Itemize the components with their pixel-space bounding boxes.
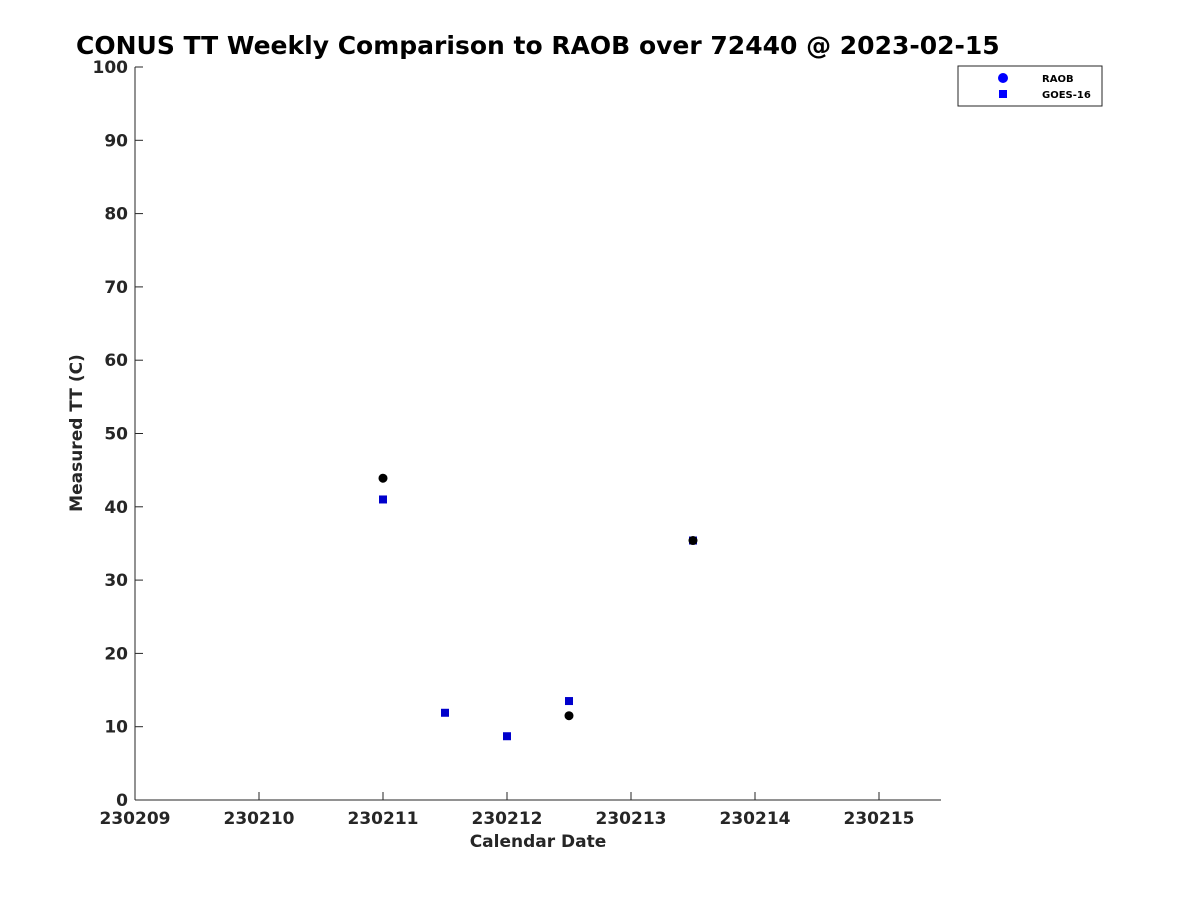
y-tick-label: 40 (104, 498, 128, 518)
y-tick-label: 20 (104, 644, 128, 664)
y-ticks: 0 10 20 30 40 50 60 70 80 90 100 (93, 58, 143, 811)
raob-point (564, 711, 574, 721)
legend-box (957, 65, 1103, 107)
y-tick-label: 10 (104, 718, 128, 738)
x-axis-label: Calendar Date (470, 832, 607, 852)
y-tick-label: 90 (104, 131, 128, 151)
legend-marker-goes-16 (999, 90, 1007, 98)
x-tick-label: 230215 (844, 809, 915, 829)
y-tick-label: 30 (104, 571, 128, 591)
x-tick-label: 230213 (596, 809, 667, 829)
y-tick-label: 50 (104, 425, 128, 445)
y-tick-label: 80 (104, 205, 128, 225)
data-points (378, 473, 698, 741)
legend-label-raob: RAOB (1042, 74, 1074, 85)
plot-axes (134, 67, 941, 801)
raob-point (378, 473, 388, 483)
x-tick-label: 230211 (348, 809, 419, 829)
y-tick-label: 70 (104, 278, 128, 298)
y-axis-label: Measured TT (C) (67, 354, 87, 512)
x-tick-label: 230210 (224, 809, 295, 829)
x-tick-label: 230214 (720, 809, 791, 829)
goes-16-point (379, 495, 387, 504)
raob-point (688, 536, 698, 546)
goes-16-point (565, 697, 573, 706)
x-tick-label: 230209 (100, 809, 171, 829)
y-tick-label: 60 (104, 351, 128, 371)
legend-label-goes-16: GOES-16 (1042, 90, 1091, 101)
x-tick-label: 230212 (472, 809, 543, 829)
x-ticks: 230209 230210 230211 230212 230213 230214 2302… (100, 792, 915, 829)
legend-marker-raob (998, 73, 1008, 83)
y-tick-label: 100 (93, 58, 129, 78)
legend: RAOB GOES-16 (957, 65, 1103, 107)
y-tick-label: 0 (116, 791, 128, 811)
chart-title: CONUS TT Weekly Comparison to RAOB over … (76, 31, 1000, 60)
goes-16-point (503, 732, 511, 741)
goes-16-point (441, 708, 449, 717)
